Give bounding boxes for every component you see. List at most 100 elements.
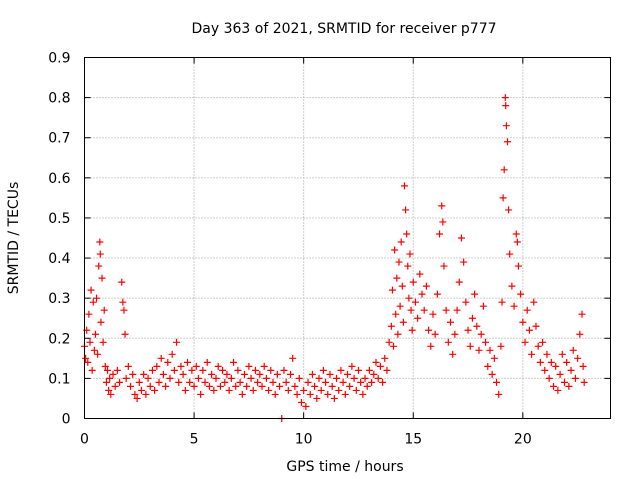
data-point — [302, 402, 310, 410]
data-point — [500, 166, 508, 174]
data-point — [521, 338, 529, 346]
data-point — [86, 338, 94, 346]
plot-frame — [84, 57, 611, 419]
data-point — [232, 382, 240, 390]
data-point — [558, 350, 566, 358]
data-point — [390, 342, 398, 350]
data-point — [405, 294, 413, 302]
data-point — [315, 374, 323, 382]
data-point — [273, 370, 281, 378]
data-point — [308, 370, 316, 378]
data-point — [438, 202, 446, 210]
chart-title: Day 363 of 2021, SRMTID for receiver p77… — [191, 21, 496, 37]
data-point — [352, 386, 360, 394]
data-point — [219, 366, 227, 374]
data-point — [328, 382, 336, 390]
data-point — [414, 314, 422, 322]
x-tick-label: 15 — [404, 432, 422, 448]
data-point — [249, 386, 257, 394]
data-point — [238, 390, 246, 398]
data-point — [530, 298, 538, 306]
data-point — [335, 386, 343, 394]
data-point — [383, 366, 391, 374]
data-point — [396, 302, 404, 310]
data-point — [365, 366, 373, 374]
data-point — [393, 274, 401, 282]
data-point — [457, 234, 465, 242]
data-point — [436, 230, 444, 238]
data-point — [295, 374, 303, 382]
data-point — [148, 366, 156, 374]
data-point — [554, 386, 562, 394]
data-point — [497, 342, 505, 350]
data-point — [227, 374, 235, 382]
data-point — [508, 282, 516, 290]
data-point — [129, 370, 137, 378]
data-point — [391, 246, 399, 254]
data-point — [106, 374, 114, 382]
data-point — [153, 362, 161, 370]
data-point — [177, 362, 185, 370]
data-point — [502, 102, 510, 110]
data-point — [162, 382, 170, 390]
data-point — [311, 382, 319, 390]
data-point — [464, 326, 472, 334]
data-point — [84, 358, 92, 366]
data-point — [212, 374, 220, 382]
y-tick-label: 0.8 — [48, 91, 70, 107]
data-point — [477, 330, 485, 338]
data-point — [556, 370, 564, 378]
data-point — [89, 298, 97, 306]
data-point — [186, 378, 194, 386]
data-point — [101, 362, 109, 370]
axis-ticks: 0 5 10 15 20 0 0.1 0.2 0.3 0.4 0.5 0.6 0.7 0.8 0.9 — [48, 51, 611, 448]
data-point — [534, 342, 542, 350]
data-point — [493, 378, 501, 386]
data-point — [453, 306, 461, 314]
data-point — [260, 362, 268, 370]
data-point — [395, 258, 403, 266]
data-point — [118, 278, 126, 286]
data-point — [374, 374, 382, 382]
data-point — [552, 362, 560, 370]
data-point — [425, 326, 433, 334]
data-point — [104, 366, 112, 374]
data-point — [208, 370, 216, 378]
data-point — [550, 382, 558, 390]
data-point — [346, 382, 354, 390]
data-point — [399, 318, 407, 326]
data-point — [368, 378, 376, 386]
data-point — [210, 386, 218, 394]
data-point — [120, 306, 128, 314]
data-point — [216, 382, 224, 390]
data-point — [517, 290, 525, 298]
data-point — [455, 278, 463, 286]
data-point — [168, 350, 176, 358]
data-point — [376, 362, 384, 370]
data-point — [173, 338, 181, 346]
data-point — [251, 366, 259, 374]
data-point — [87, 286, 95, 294]
data-point — [506, 250, 514, 258]
data-point — [131, 390, 139, 398]
data-point — [102, 378, 110, 386]
data-point — [319, 366, 327, 374]
data-point — [291, 382, 299, 390]
data-point — [394, 330, 402, 338]
data-point — [284, 386, 292, 394]
data-point — [574, 354, 582, 362]
data-point — [271, 390, 279, 398]
x-axis-label: GPS time / hours — [286, 459, 403, 475]
data-point — [514, 262, 522, 270]
data-point — [282, 378, 290, 386]
data-point — [397, 238, 405, 246]
data-point — [528, 350, 536, 358]
data-point — [468, 314, 476, 322]
data-point — [124, 362, 132, 370]
data-point — [140, 370, 148, 378]
data-point — [503, 138, 511, 146]
data-point — [444, 338, 452, 346]
data-point — [157, 354, 165, 362]
data-point — [240, 370, 248, 378]
